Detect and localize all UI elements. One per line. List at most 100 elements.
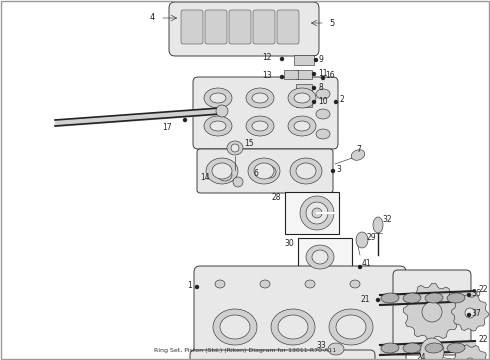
Ellipse shape (316, 129, 330, 139)
Ellipse shape (233, 177, 243, 187)
Text: 28: 28 (271, 193, 281, 202)
Ellipse shape (215, 280, 225, 288)
Ellipse shape (260, 280, 270, 288)
FancyBboxPatch shape (169, 2, 319, 56)
FancyBboxPatch shape (194, 266, 406, 360)
Circle shape (467, 314, 470, 316)
Ellipse shape (305, 280, 315, 288)
Circle shape (313, 72, 316, 76)
Ellipse shape (381, 293, 399, 303)
Ellipse shape (278, 315, 308, 339)
Circle shape (280, 58, 284, 60)
Ellipse shape (288, 116, 316, 136)
Ellipse shape (351, 150, 365, 160)
Circle shape (465, 308, 475, 318)
Ellipse shape (447, 343, 465, 353)
Ellipse shape (373, 217, 383, 233)
Ellipse shape (312, 250, 328, 264)
Ellipse shape (204, 88, 232, 108)
Circle shape (313, 100, 316, 104)
Circle shape (313, 86, 316, 90)
Ellipse shape (350, 280, 360, 288)
Text: 7: 7 (356, 144, 361, 153)
Ellipse shape (425, 343, 443, 353)
Ellipse shape (381, 343, 399, 353)
Ellipse shape (246, 116, 274, 136)
Circle shape (332, 170, 335, 172)
Ellipse shape (246, 88, 274, 108)
Text: 3: 3 (336, 165, 341, 174)
Ellipse shape (227, 141, 243, 155)
Bar (296, 70, 312, 79)
Text: 16: 16 (325, 71, 335, 80)
FancyBboxPatch shape (190, 350, 375, 360)
Ellipse shape (288, 88, 316, 108)
Ellipse shape (420, 338, 444, 360)
Ellipse shape (336, 315, 366, 339)
Text: 8: 8 (318, 82, 323, 91)
FancyBboxPatch shape (253, 10, 275, 44)
Ellipse shape (204, 116, 232, 136)
Text: 30: 30 (284, 238, 294, 248)
Bar (296, 98, 312, 107)
Bar (298, 238, 352, 276)
Ellipse shape (220, 315, 250, 339)
Polygon shape (452, 345, 489, 360)
Text: 37: 37 (471, 309, 481, 318)
Circle shape (280, 76, 284, 78)
Ellipse shape (210, 93, 226, 103)
Ellipse shape (312, 208, 322, 218)
Ellipse shape (231, 144, 239, 152)
Text: 22: 22 (478, 285, 488, 294)
Circle shape (465, 358, 475, 360)
Circle shape (196, 285, 198, 288)
Text: 2: 2 (339, 95, 344, 104)
FancyBboxPatch shape (393, 270, 471, 355)
FancyBboxPatch shape (181, 10, 203, 44)
Ellipse shape (206, 158, 238, 184)
Text: 32: 32 (382, 216, 392, 225)
FancyBboxPatch shape (193, 77, 338, 149)
Ellipse shape (447, 293, 465, 303)
Text: 13: 13 (262, 72, 272, 81)
Ellipse shape (216, 105, 228, 117)
Text: 36: 36 (471, 288, 481, 297)
Text: 33: 33 (316, 341, 326, 350)
Ellipse shape (422, 302, 442, 322)
Ellipse shape (300, 196, 334, 230)
FancyBboxPatch shape (205, 10, 227, 44)
Bar (294, 55, 314, 65)
Bar (284, 70, 298, 79)
Bar (296, 84, 312, 93)
Text: 23: 23 (488, 285, 490, 294)
Ellipse shape (403, 293, 421, 303)
Ellipse shape (306, 245, 334, 269)
Ellipse shape (271, 309, 315, 345)
Text: 10: 10 (318, 96, 328, 105)
Ellipse shape (425, 293, 443, 303)
Ellipse shape (212, 163, 232, 179)
Text: 14: 14 (200, 174, 210, 183)
Ellipse shape (213, 309, 257, 345)
Text: 17: 17 (162, 123, 172, 132)
Circle shape (315, 58, 318, 62)
Circle shape (424, 304, 440, 320)
Text: 24: 24 (416, 354, 426, 360)
Text: 21: 21 (361, 294, 370, 303)
FancyBboxPatch shape (277, 10, 299, 44)
Text: Ring Set, Piston (Std.) (Riken) Diagram for 13011-R70-A11: Ring Set, Piston (Std.) (Riken) Diagram … (154, 348, 336, 353)
Ellipse shape (403, 343, 421, 353)
Ellipse shape (316, 89, 330, 99)
Ellipse shape (210, 121, 226, 131)
Ellipse shape (294, 93, 310, 103)
Ellipse shape (294, 121, 310, 131)
Ellipse shape (252, 93, 268, 103)
Text: 41: 41 (362, 260, 371, 269)
Ellipse shape (252, 121, 268, 131)
Ellipse shape (264, 166, 276, 178)
Ellipse shape (356, 232, 368, 248)
Text: 9: 9 (318, 54, 323, 63)
Ellipse shape (316, 109, 330, 119)
Ellipse shape (248, 158, 280, 184)
Circle shape (376, 298, 379, 302)
